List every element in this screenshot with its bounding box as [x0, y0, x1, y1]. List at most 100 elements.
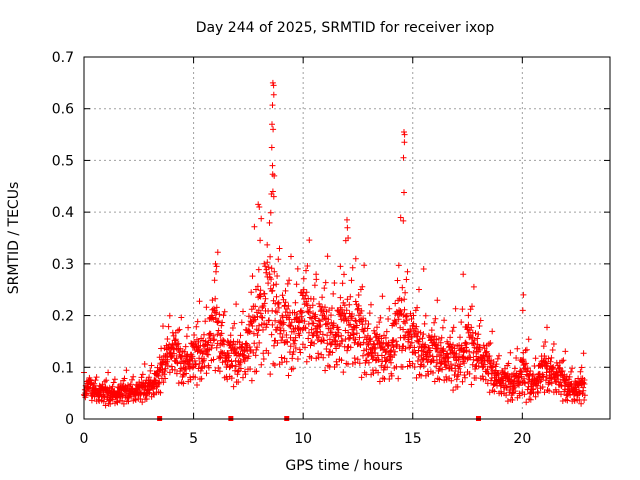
data-point [271, 268, 278, 275]
data-point [540, 373, 547, 380]
data-point [433, 336, 440, 343]
data-point [291, 328, 297, 335]
data-point [469, 329, 476, 336]
data-point [160, 379, 167, 386]
data-point [532, 355, 539, 362]
data-point [210, 356, 217, 363]
data-point [258, 215, 265, 222]
data-point [220, 312, 227, 319]
data-point [366, 310, 373, 317]
data-point [325, 316, 332, 323]
data-point [395, 375, 402, 382]
data-point [477, 344, 483, 351]
data-point [527, 368, 534, 374]
y-tick-label: 0.3 [52, 257, 74, 273]
data-point [306, 237, 313, 244]
data-point [334, 329, 341, 336]
data-point [245, 353, 252, 360]
data-point [278, 354, 285, 361]
data-point [150, 390, 157, 397]
data-point [305, 335, 312, 342]
data-point [351, 339, 358, 346]
data-point [504, 398, 511, 405]
data-point [356, 334, 363, 341]
data-point [311, 282, 318, 289]
data-point [333, 345, 340, 352]
data-point [296, 346, 303, 353]
data-point [266, 219, 273, 226]
data-point [171, 366, 178, 373]
data-point [166, 312, 173, 319]
data-point [213, 268, 219, 275]
data-point [487, 340, 494, 346]
data-point [271, 362, 278, 369]
data-point [347, 293, 354, 300]
data-point [439, 366, 446, 373]
data-point [273, 281, 280, 288]
data-point [202, 338, 209, 345]
data-point [400, 154, 407, 161]
plot-frame [83, 56, 611, 420]
data-point [450, 324, 457, 331]
data-point [215, 365, 222, 371]
data-point [416, 286, 422, 293]
data-point [147, 367, 154, 374]
data-point [460, 271, 467, 278]
data-point [253, 368, 260, 375]
data-point [302, 324, 309, 331]
data-point [382, 334, 389, 341]
data-point [237, 332, 244, 339]
data-point [546, 388, 553, 394]
data-point [226, 352, 232, 359]
data-point [352, 255, 359, 262]
data-point [155, 373, 162, 379]
data-point [450, 387, 457, 394]
data-point [334, 361, 340, 368]
data-point [388, 347, 395, 354]
data-point [321, 285, 328, 292]
data-point [260, 326, 266, 333]
data-point [496, 352, 502, 359]
data-point [342, 314, 349, 320]
data-point [534, 388, 541, 395]
data-point [458, 319, 465, 326]
data-point [434, 297, 441, 304]
data-point [360, 352, 366, 359]
data-point [371, 346, 378, 352]
data-point [467, 354, 474, 361]
data-point [175, 327, 181, 334]
data-point [549, 347, 556, 353]
data-point [213, 304, 220, 311]
data-point [115, 390, 122, 397]
data-point [489, 328, 496, 335]
data-point [414, 358, 421, 364]
data-point [402, 345, 409, 352]
data-point [95, 396, 102, 403]
data-point [398, 297, 405, 304]
data-point [414, 304, 421, 311]
data-point [257, 310, 264, 317]
data-point [276, 245, 283, 252]
data-point [532, 393, 539, 400]
data-point [234, 345, 240, 352]
data-point [340, 369, 347, 376]
data-point [364, 340, 371, 347]
data-point [234, 368, 241, 375]
data-point [559, 368, 566, 374]
data-point [93, 374, 100, 381]
data-point [367, 335, 374, 342]
data-point [394, 277, 401, 284]
data-point [566, 373, 573, 380]
data-point [514, 345, 521, 352]
data-point [227, 332, 234, 339]
data-point [404, 268, 411, 275]
data-point [164, 356, 171, 363]
data-point [249, 323, 256, 329]
data-point [128, 393, 135, 400]
data-point [308, 326, 315, 333]
data-point [246, 328, 253, 335]
data-point [219, 359, 226, 366]
data-point [282, 309, 289, 316]
data-point [427, 347, 434, 354]
data-point [503, 384, 510, 391]
